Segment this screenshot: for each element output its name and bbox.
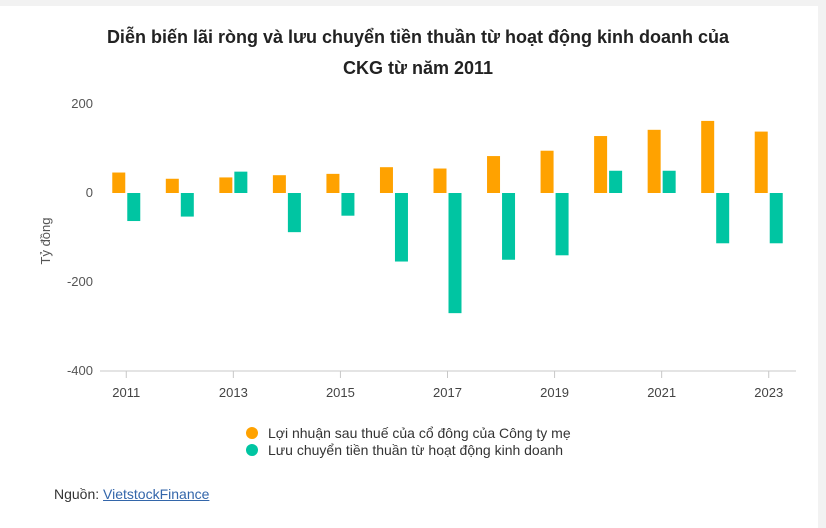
x-tick-label: 2013: [219, 385, 248, 400]
legend-item-cashflow[interactable]: Lưu chuyển tiền thuần từ hoạt động kinh …: [246, 441, 571, 458]
y-tick-label: -200: [67, 274, 93, 289]
bar-cashflow: [394, 193, 408, 262]
legend-swatch-profit: [246, 426, 258, 439]
chart-legend: Lợi nhuận sau thuế của cổ đông của Công …: [246, 424, 571, 458]
chart-title-line-1: Diễn biến lãi ròng và lưu chuyển tiền th…: [106, 27, 730, 47]
bar-cashflow: [502, 193, 516, 260]
legend-label-cashflow: Lưu chuyển tiền thuần từ hoạt động kinh …: [268, 441, 564, 458]
chart-title: Diễn biến lãi ròng và lưu chuyển tiền th…: [0, 22, 826, 84]
bar-cashflow: [448, 193, 462, 314]
legend-label-profit: Lợi nhuận sau thuế của cổ đông của Công …: [268, 424, 571, 441]
x-tick-label: 2015: [326, 385, 355, 400]
bar-profit: [487, 156, 501, 193]
bar-profit: [219, 177, 233, 193]
bar-profit: [754, 131, 768, 193]
bar-profit: [272, 175, 286, 193]
source-note: Nguồn: VietstockFinance: [54, 486, 209, 502]
bar-cashflow: [341, 193, 355, 216]
x-tick-label: 2017: [433, 385, 462, 400]
bar-cashflow: [609, 170, 623, 193]
chart-card: [0, 6, 818, 528]
x-tick-label: 2021: [647, 385, 676, 400]
y-tick-label: -400: [67, 363, 93, 378]
x-tick-label: 2011: [112, 385, 140, 400]
chart-title-line-2: CKG từ năm 2011: [342, 58, 494, 78]
bar-cashflow: [180, 193, 194, 217]
bar-profit: [379, 167, 393, 193]
legend-item-profit[interactable]: Lợi nhuận sau thuế của cổ đông của Công …: [246, 424, 571, 441]
bar-profit: [112, 172, 126, 193]
bar-profit: [165, 178, 179, 193]
bar-cashflow: [234, 171, 248, 193]
bar-profit: [540, 150, 554, 193]
y-tick-label: 0: [86, 185, 93, 200]
bar-cashflow: [716, 193, 730, 244]
source-label: Nguồn:: [54, 486, 104, 502]
bar-profit: [326, 173, 340, 193]
bar-cashflow: [287, 193, 301, 233]
bar-cashflow: [662, 170, 676, 193]
x-tick-label: 2023: [754, 385, 783, 400]
x-tick-label: 2019: [540, 385, 569, 400]
y-axis-title: Tỷ đồng: [38, 218, 53, 265]
y-tick-label: 200: [71, 96, 93, 111]
bar-cashflow: [769, 193, 783, 244]
bar-profit: [701, 120, 715, 193]
bar-profit: [433, 168, 447, 193]
bar-cashflow: [555, 193, 569, 256]
bar-profit: [647, 129, 661, 193]
legend-swatch-cashflow: [246, 443, 258, 456]
source-link[interactable]: VietstockFinance: [103, 486, 210, 502]
bar-profit: [594, 136, 608, 193]
bar-cashflow: [127, 193, 141, 222]
